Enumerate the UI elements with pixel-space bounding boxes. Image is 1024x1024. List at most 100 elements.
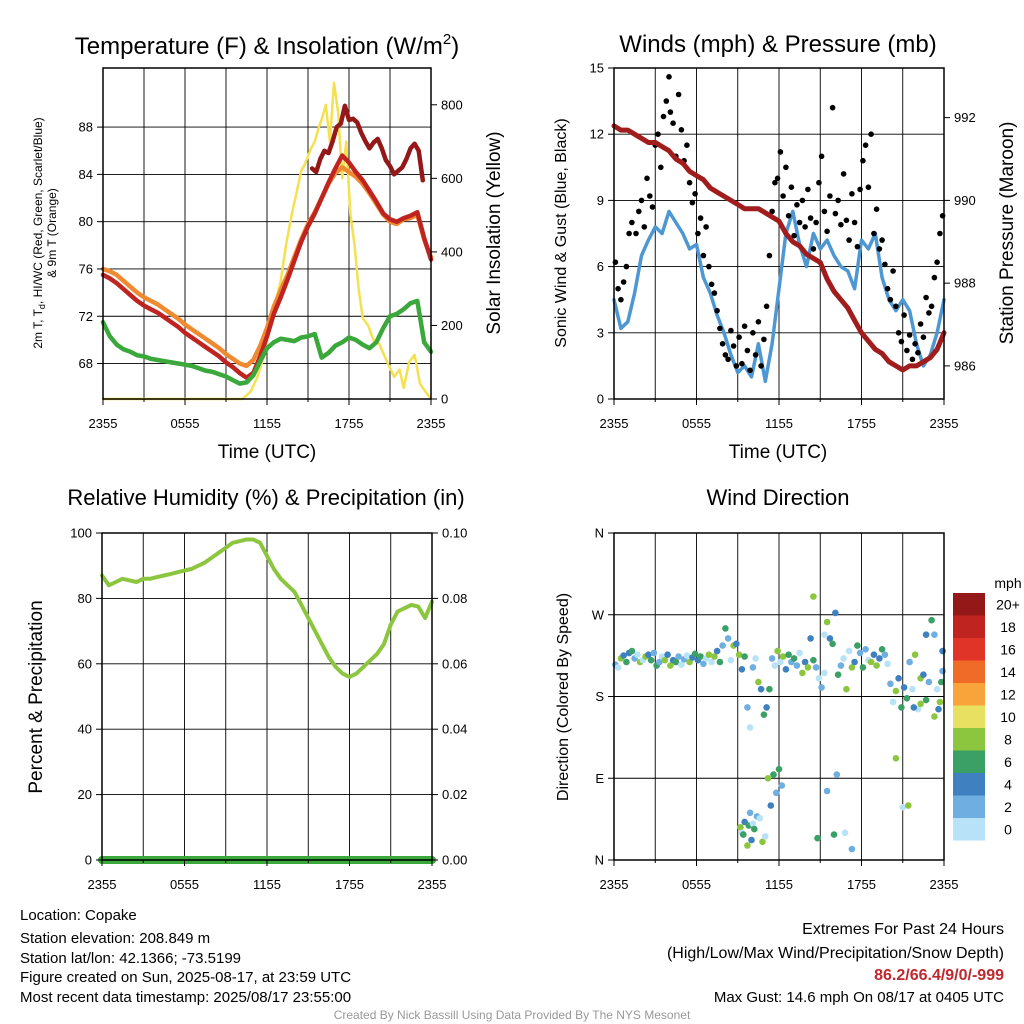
winds-panel: Winds (mph) & Pressure (mb) 2355 0555 1155… <box>553 31 1018 463</box>
gust-point <box>644 176 650 182</box>
direction-point <box>831 831 838 838</box>
direction-point <box>615 664 622 671</box>
wind-direction-y-tick-label: S <box>595 689 604 704</box>
winds-y-tick-label: 6 <box>597 259 604 274</box>
humidity-y2-tick-label: 0.06 <box>442 656 467 671</box>
direction-point <box>791 655 798 662</box>
temperature-y-tick-label: 72 <box>79 309 93 324</box>
direction-point <box>824 619 831 626</box>
gust-point <box>706 264 712 270</box>
humidity-x-tick-label: 2355 <box>88 877 117 892</box>
gust-point <box>866 184 872 190</box>
gust-point <box>621 279 627 285</box>
direction-point <box>898 704 905 711</box>
direction-point <box>821 670 828 677</box>
insolation-y-axis-label: Solar Insolation (Yellow) <box>484 131 505 334</box>
direction-point <box>917 701 924 708</box>
temperature-panel-title: Temperature (F) & Insolation (W/m2) <box>75 31 459 60</box>
gust-point <box>937 231 943 237</box>
direction-point <box>779 782 786 789</box>
direction-point <box>840 655 847 662</box>
direction-point <box>747 810 754 817</box>
temperature-y-tick-label: 84 <box>79 167 93 182</box>
gust-point <box>907 332 913 338</box>
legend-swatch <box>953 818 985 841</box>
temperature-y-ticks: 68 72 76 80 84 88 <box>79 120 103 371</box>
direction-point <box>834 771 841 778</box>
direction-point <box>928 617 935 624</box>
direction-point <box>814 835 821 842</box>
humidity-y-tick-label: 40 <box>78 722 92 737</box>
direction-point <box>744 704 751 711</box>
temperature-y2-tick-label: 600 <box>441 171 463 186</box>
gust-point <box>664 98 670 104</box>
gust-point <box>736 334 742 340</box>
temperature-x-tick-label: 2355 <box>89 416 118 431</box>
wind-direction-panel: Wind Direction 2355 0555 1155 1755 2355 NESW… <box>555 485 1022 892</box>
humidity-y-tick-label: 0 <box>85 853 92 868</box>
direction-point <box>737 824 744 831</box>
gust-point <box>797 220 803 226</box>
winds-y2-tick-label: 988 <box>954 276 976 291</box>
gust-point <box>750 330 756 336</box>
direction-point <box>890 699 897 706</box>
gust-point <box>846 237 852 243</box>
direction-point <box>763 704 770 711</box>
direction-point <box>785 651 792 658</box>
gust-point <box>934 259 940 265</box>
direction-point <box>912 651 919 658</box>
temperature-y2-tick-label: 200 <box>441 318 463 333</box>
direction-point <box>733 641 740 648</box>
gust-point <box>661 114 667 120</box>
temperature-y2-tick-label: 400 <box>441 244 463 259</box>
gust-point <box>642 224 648 230</box>
direction-point <box>651 650 658 657</box>
gust-point <box>885 286 891 292</box>
max-gust: Max Gust: 14.6 mph On 08/17 at 0405 UTC <box>714 989 1004 1006</box>
temperature-x-tick-label: 2355 <box>417 416 446 431</box>
direction-point <box>849 846 856 853</box>
wind-direction-y-tick-label: E <box>595 771 604 786</box>
humidity-y2-tick-label: 0.02 <box>442 787 467 802</box>
gust-point <box>794 202 800 208</box>
gust-point <box>835 198 841 204</box>
station-info: Location: Copake Station elevation: 208.… <box>20 907 351 1006</box>
direction-point <box>926 679 933 686</box>
wind-direction-y-tick-label: N <box>595 853 604 868</box>
wind-direction-y-tick-label: N <box>595 526 604 541</box>
direction-point <box>744 842 751 849</box>
temperature-x-tick-label: 0555 <box>171 416 200 431</box>
winds-x-axis-label: Time (UTC) <box>729 442 828 463</box>
extremes-title: Extremes For Past 24 Hours <box>802 921 1004 938</box>
direction-point <box>774 648 781 655</box>
humidity-y2-tick-label: 0.08 <box>442 591 467 606</box>
direction-point <box>770 771 777 778</box>
gust-point <box>712 290 718 296</box>
gust-point <box>789 184 795 190</box>
gust-point <box>888 297 894 303</box>
direction-point <box>909 686 916 693</box>
direction-point <box>871 651 878 658</box>
direction-point <box>794 662 801 669</box>
gust-point <box>747 368 753 374</box>
gust-point <box>618 297 624 303</box>
gust-point <box>860 158 866 164</box>
gust-point <box>800 198 806 204</box>
direction-point <box>911 704 918 711</box>
winds-x-tick-label: 2355 <box>600 416 629 431</box>
direction-point <box>810 657 817 664</box>
gust-point <box>728 328 734 334</box>
winds-y2-tick-label: 992 <box>954 110 976 125</box>
direction-point <box>740 831 747 838</box>
gust-point <box>758 363 764 369</box>
direction-point <box>905 802 912 809</box>
gust-point <box>701 253 707 259</box>
winds-x-tick-label: 1155 <box>765 416 793 431</box>
gust-point <box>819 154 825 160</box>
temperature-x-tick-label: 1155 <box>253 416 281 431</box>
gust-point <box>874 206 880 212</box>
legend-label: 4 <box>1004 776 1012 792</box>
direction-point <box>768 802 775 809</box>
gust-point <box>899 339 905 345</box>
gust-point <box>926 310 932 316</box>
